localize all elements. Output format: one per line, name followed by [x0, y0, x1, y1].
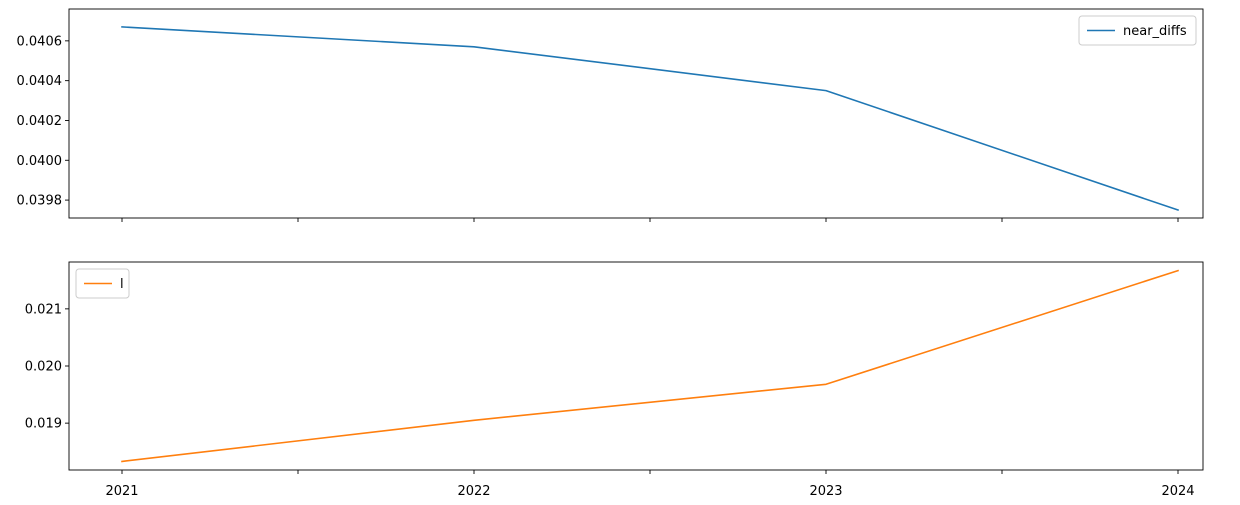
x-tick-label: 2022	[457, 484, 490, 499]
y-tick-label: 0.020	[25, 360, 62, 375]
series-line-near_diffs	[121, 26, 1180, 212]
legend: l	[75, 268, 130, 299]
legend-label: near_diffs	[1123, 24, 1187, 39]
y-tick-label: 0.0402	[17, 114, 63, 129]
axes-frame	[68, 8, 1204, 219]
axes-frame	[68, 261, 1204, 471]
x-tick-label: 2021	[105, 484, 138, 499]
y-tick-label: 0.0406	[17, 34, 63, 49]
plot-area	[69, 262, 1203, 470]
y-tick-label: 0.019	[25, 417, 62, 432]
series-line-l	[121, 269, 1180, 463]
top-subplot: 0.0398 0.0400 0.0402 0.0404 0.0406 near_diffs	[17, 8, 1204, 222]
y-tick-label: 0.021	[25, 302, 62, 317]
plot-area	[69, 9, 1203, 218]
y-tick-label: 0.0400	[17, 154, 63, 169]
x-tick-label: 2024	[1161, 484, 1194, 499]
y-tick-label: 0.0398	[17, 194, 63, 209]
bottom-subplot: 0.019 0.020 0.021 2021 2022 2023 2024 l	[25, 261, 1204, 499]
legend-box	[1078, 15, 1197, 46]
x-tick-label: 2023	[809, 484, 842, 499]
legend-label: l	[120, 277, 124, 292]
legend: near_diffs	[1078, 15, 1197, 46]
y-tick-label: 0.0404	[17, 74, 63, 89]
